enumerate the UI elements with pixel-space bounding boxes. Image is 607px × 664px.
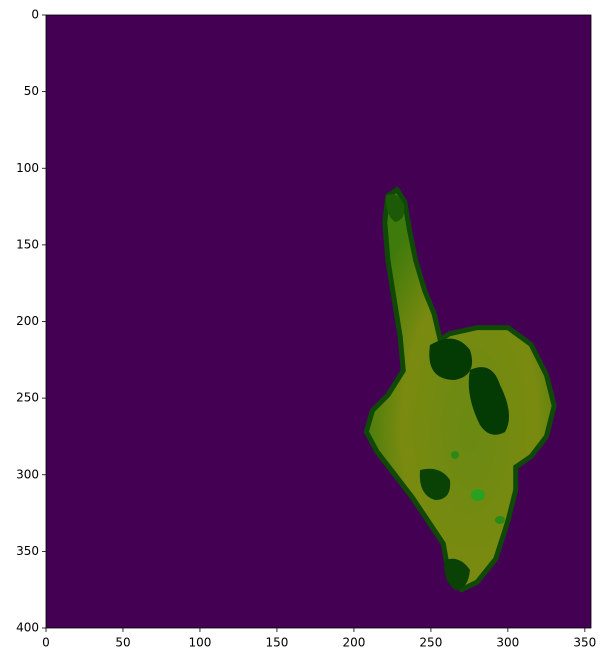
y-tick-label: 300: [16, 467, 39, 481]
y-tick-label: 200: [16, 314, 39, 328]
image-background: [46, 15, 591, 628]
x-tick-label: 100: [189, 636, 212, 650]
x-tick-label: 200: [342, 636, 365, 650]
x-tick-label: 300: [496, 636, 519, 650]
x-tick-label: 50: [115, 636, 130, 650]
y-tick-label: 100: [16, 161, 39, 175]
spot: [495, 516, 505, 524]
y-tick-label: 400: [16, 621, 39, 635]
y-tick-label: 0: [31, 8, 39, 22]
object-body: [363, 186, 557, 593]
spot: [471, 489, 485, 501]
y-tick-label: 350: [16, 544, 39, 558]
object: [363, 186, 557, 593]
x-tick-label: 0: [42, 636, 50, 650]
spot: [451, 451, 459, 459]
x-tick-label: 150: [265, 636, 288, 650]
x-tick-label: 250: [419, 636, 442, 650]
dark-patch: [468, 367, 509, 435]
x-tick-label: 350: [573, 636, 596, 650]
y-tick-label: 150: [16, 237, 39, 251]
y-tick-label: 250: [16, 391, 39, 405]
dark-patch: [385, 194, 405, 222]
dark-patch: [429, 338, 473, 380]
dark-patch: [444, 558, 470, 590]
dark-patch: [419, 468, 451, 500]
image: [46, 15, 591, 628]
y-tick-label: 50: [24, 84, 39, 98]
